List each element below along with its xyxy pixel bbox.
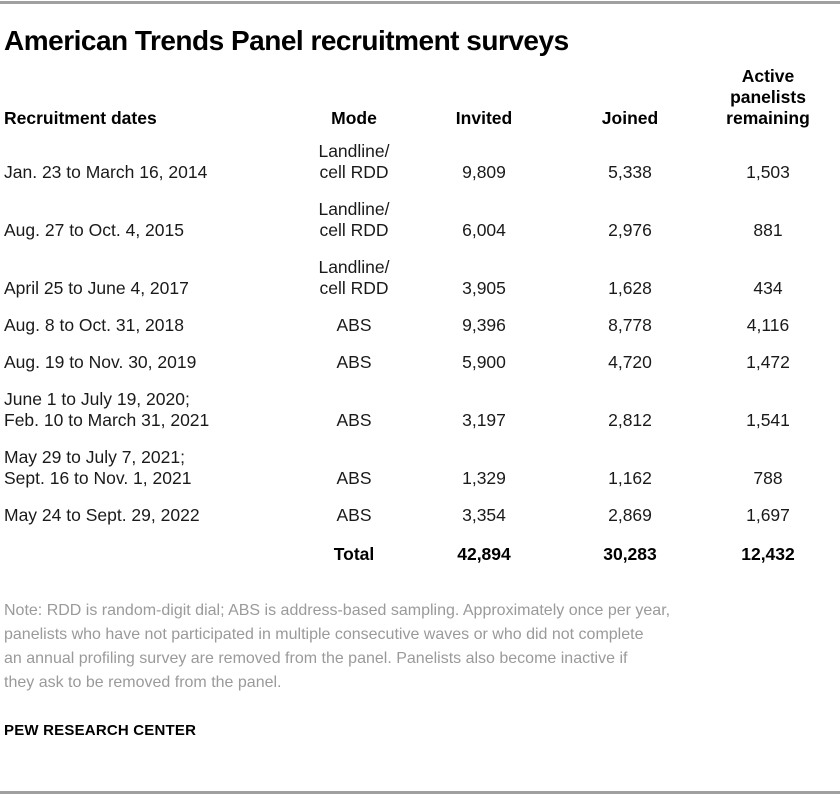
total-joined-cell: 30,283 [603,544,657,564]
page-title: American Trends Panel recruitment survey… [4,25,569,56]
invited-cell: 3,197 [462,410,506,430]
invited-cell: 6,004 [462,220,506,240]
active-panelists-cell: 881 [753,220,783,240]
recruitment-dates-cell: June 1 to July 19, 2020; Feb. 10 to Marc… [4,389,210,430]
table-row: Aug. 19 to Nov. 30, 2019 ABS 5,900 4,720… [4,344,836,381]
note-text: Note: RDD is random-digit dial; ABS is a… [4,602,671,691]
joined-cell: 1,628 [608,278,652,298]
recruitment-dates-cell: Aug. 8 to Oct. 31, 2018 [4,315,184,335]
active-panelists-cell: 1,503 [746,162,790,182]
invited-cell: 3,905 [462,278,506,298]
active-panelists-cell: 4,116 [746,315,790,335]
joined-cell: 5,338 [608,162,652,182]
column-header-recruitment-dates: Recruitment dates [4,108,157,128]
table-row: May 29 to July 7, 2021; Sept. 16 to Nov.… [4,439,836,497]
active-panelists-cell: 1,541 [746,410,790,430]
joined-cell: 2,812 [608,410,652,430]
table-row: Aug. 8 to Oct. 31, 2018 ABS 9,396 8,778 … [4,307,836,344]
mode-cell: Landline/ cell RDD [318,141,390,182]
invited-cell: 9,809 [462,162,506,182]
table-row: Jan. 23 to March 16, 2014 Landline/ cell… [4,133,836,191]
joined-cell: 1,162 [608,468,652,488]
recruitment-dates-cell: Aug. 19 to Nov. 30, 2019 [4,352,197,372]
table-row: Aug. 27 to Oct. 4, 2015 Landline/ cell R… [4,191,836,249]
mode-cell: ABS [336,410,372,430]
mode-cell: ABS [336,315,372,335]
figure-content: American Trends Panel recruitment survey… [0,25,840,740]
mode-cell: ABS [336,505,372,525]
top-border-rule [0,1,840,4]
active-panelists-cell: 434 [753,278,783,298]
total-label: Total [333,544,375,564]
mode-cell: ABS [336,468,372,488]
mode-cell: ABS [336,352,372,372]
active-panelists-cell: 1,697 [746,505,790,525]
column-header-invited: Invited [455,108,513,128]
recruitment-table: Recruitment dates Mode Invited Joined Ac… [4,66,836,573]
mode-cell: Landline/ cell RDD [318,257,390,298]
joined-cell: 8,778 [608,315,652,335]
recruitment-dates-cell: May 24 to Sept. 29, 2022 [4,505,200,525]
total-active-cell: 12,432 [741,544,795,564]
mode-cell: Landline/ cell RDD [318,199,390,240]
active-panelists-cell: 788 [753,468,783,488]
recruitment-dates-cell: Aug. 27 to Oct. 4, 2015 [4,220,184,240]
invited-cell: 5,900 [462,352,506,372]
column-header-joined: Joined [601,108,659,128]
invited-cell: 3,354 [462,505,506,525]
column-header-mode: Mode [331,108,377,128]
recruitment-dates-cell: May 29 to July 7, 2021; Sept. 16 to Nov.… [4,447,192,488]
table-row: April 25 to June 4, 2017 Landline/ cell … [4,249,836,307]
total-row: Total 42,894 30,283 12,432 [4,534,836,573]
header-row: Recruitment dates Mode Invited Joined Ac… [4,66,836,133]
table-row: June 1 to July 19, 2020; Feb. 10 to Marc… [4,381,836,439]
bottom-border-rule [0,791,840,794]
joined-cell: 2,869 [608,505,652,525]
column-header-active-panelists-remaining: Active panelists remaining [726,66,810,128]
invited-cell: 9,396 [462,315,506,335]
recruitment-dates-cell: April 25 to June 4, 2017 [4,278,189,298]
total-empty-cell [4,534,300,573]
active-panelists-cell: 1,472 [746,352,790,372]
table-row: May 24 to Sept. 29, 2022 ABS 3,354 2,869… [4,497,836,534]
invited-cell: 1,329 [462,468,506,488]
total-invited-cell: 42,894 [457,544,511,564]
joined-cell: 2,976 [608,220,652,240]
source-label: PEW RESEARCH CENTER [4,722,197,739]
joined-cell: 4,720 [608,352,652,372]
recruitment-dates-cell: Jan. 23 to March 16, 2014 [4,162,208,182]
